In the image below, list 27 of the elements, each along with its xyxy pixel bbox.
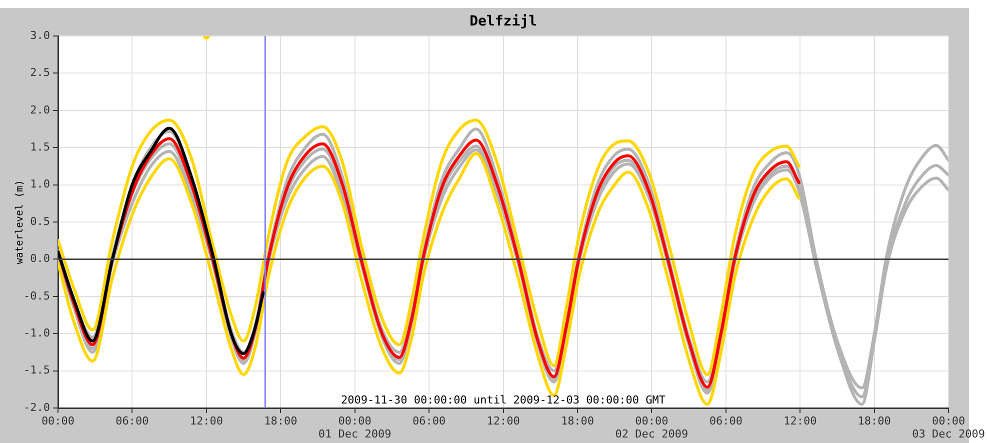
y-tick-label: 2.0 [30,103,50,116]
x-tick-label: 12:00 [784,414,817,428]
y-tick-label: 0.0 [30,252,50,266]
y-tick-label: -1.5 [24,364,50,377]
y-tick-label: 3.0 [30,28,50,42]
x-tick-label: 06:00 [709,414,742,428]
x-tick-label: 06:00 [412,414,446,428]
annotation: 2009-11-30 00:00:00 until 2009-12-03 00:00:00 GMT [341,393,666,406]
y-tick-label: -1.0 [24,326,50,340]
x-tick-label: 12:00 [486,414,520,428]
x-tick-label: 12:00 [190,414,223,428]
x-tick-label: 18:00 [560,414,594,428]
y-axis-title: waterlevel (m) [14,180,26,264]
chart-title: Delfzijl [470,14,538,30]
y-tick-label: -0.5 [24,289,50,302]
y-tick-label: 1.5 [30,140,50,154]
x-tick-label: 18:00 [858,414,891,428]
x-tick-label: 18:00 [264,414,298,428]
x-tick-label: 00:00 03 Dec 2009 [912,414,986,441]
x-tick-label: 00:00 [41,414,75,428]
x-tick-label: 00:00 01 Dec 2009 [318,414,392,441]
x-tick-label: 00:00 02 Dec 2009 [615,414,688,441]
y-tick-label: 0.5 [30,214,50,228]
x-tick-label: 06:00 [116,414,149,428]
y-tick-label: 1.0 [30,178,50,191]
y-tick-label: 2.5 [30,66,50,80]
y-tick-label: -2.0 [24,400,50,414]
